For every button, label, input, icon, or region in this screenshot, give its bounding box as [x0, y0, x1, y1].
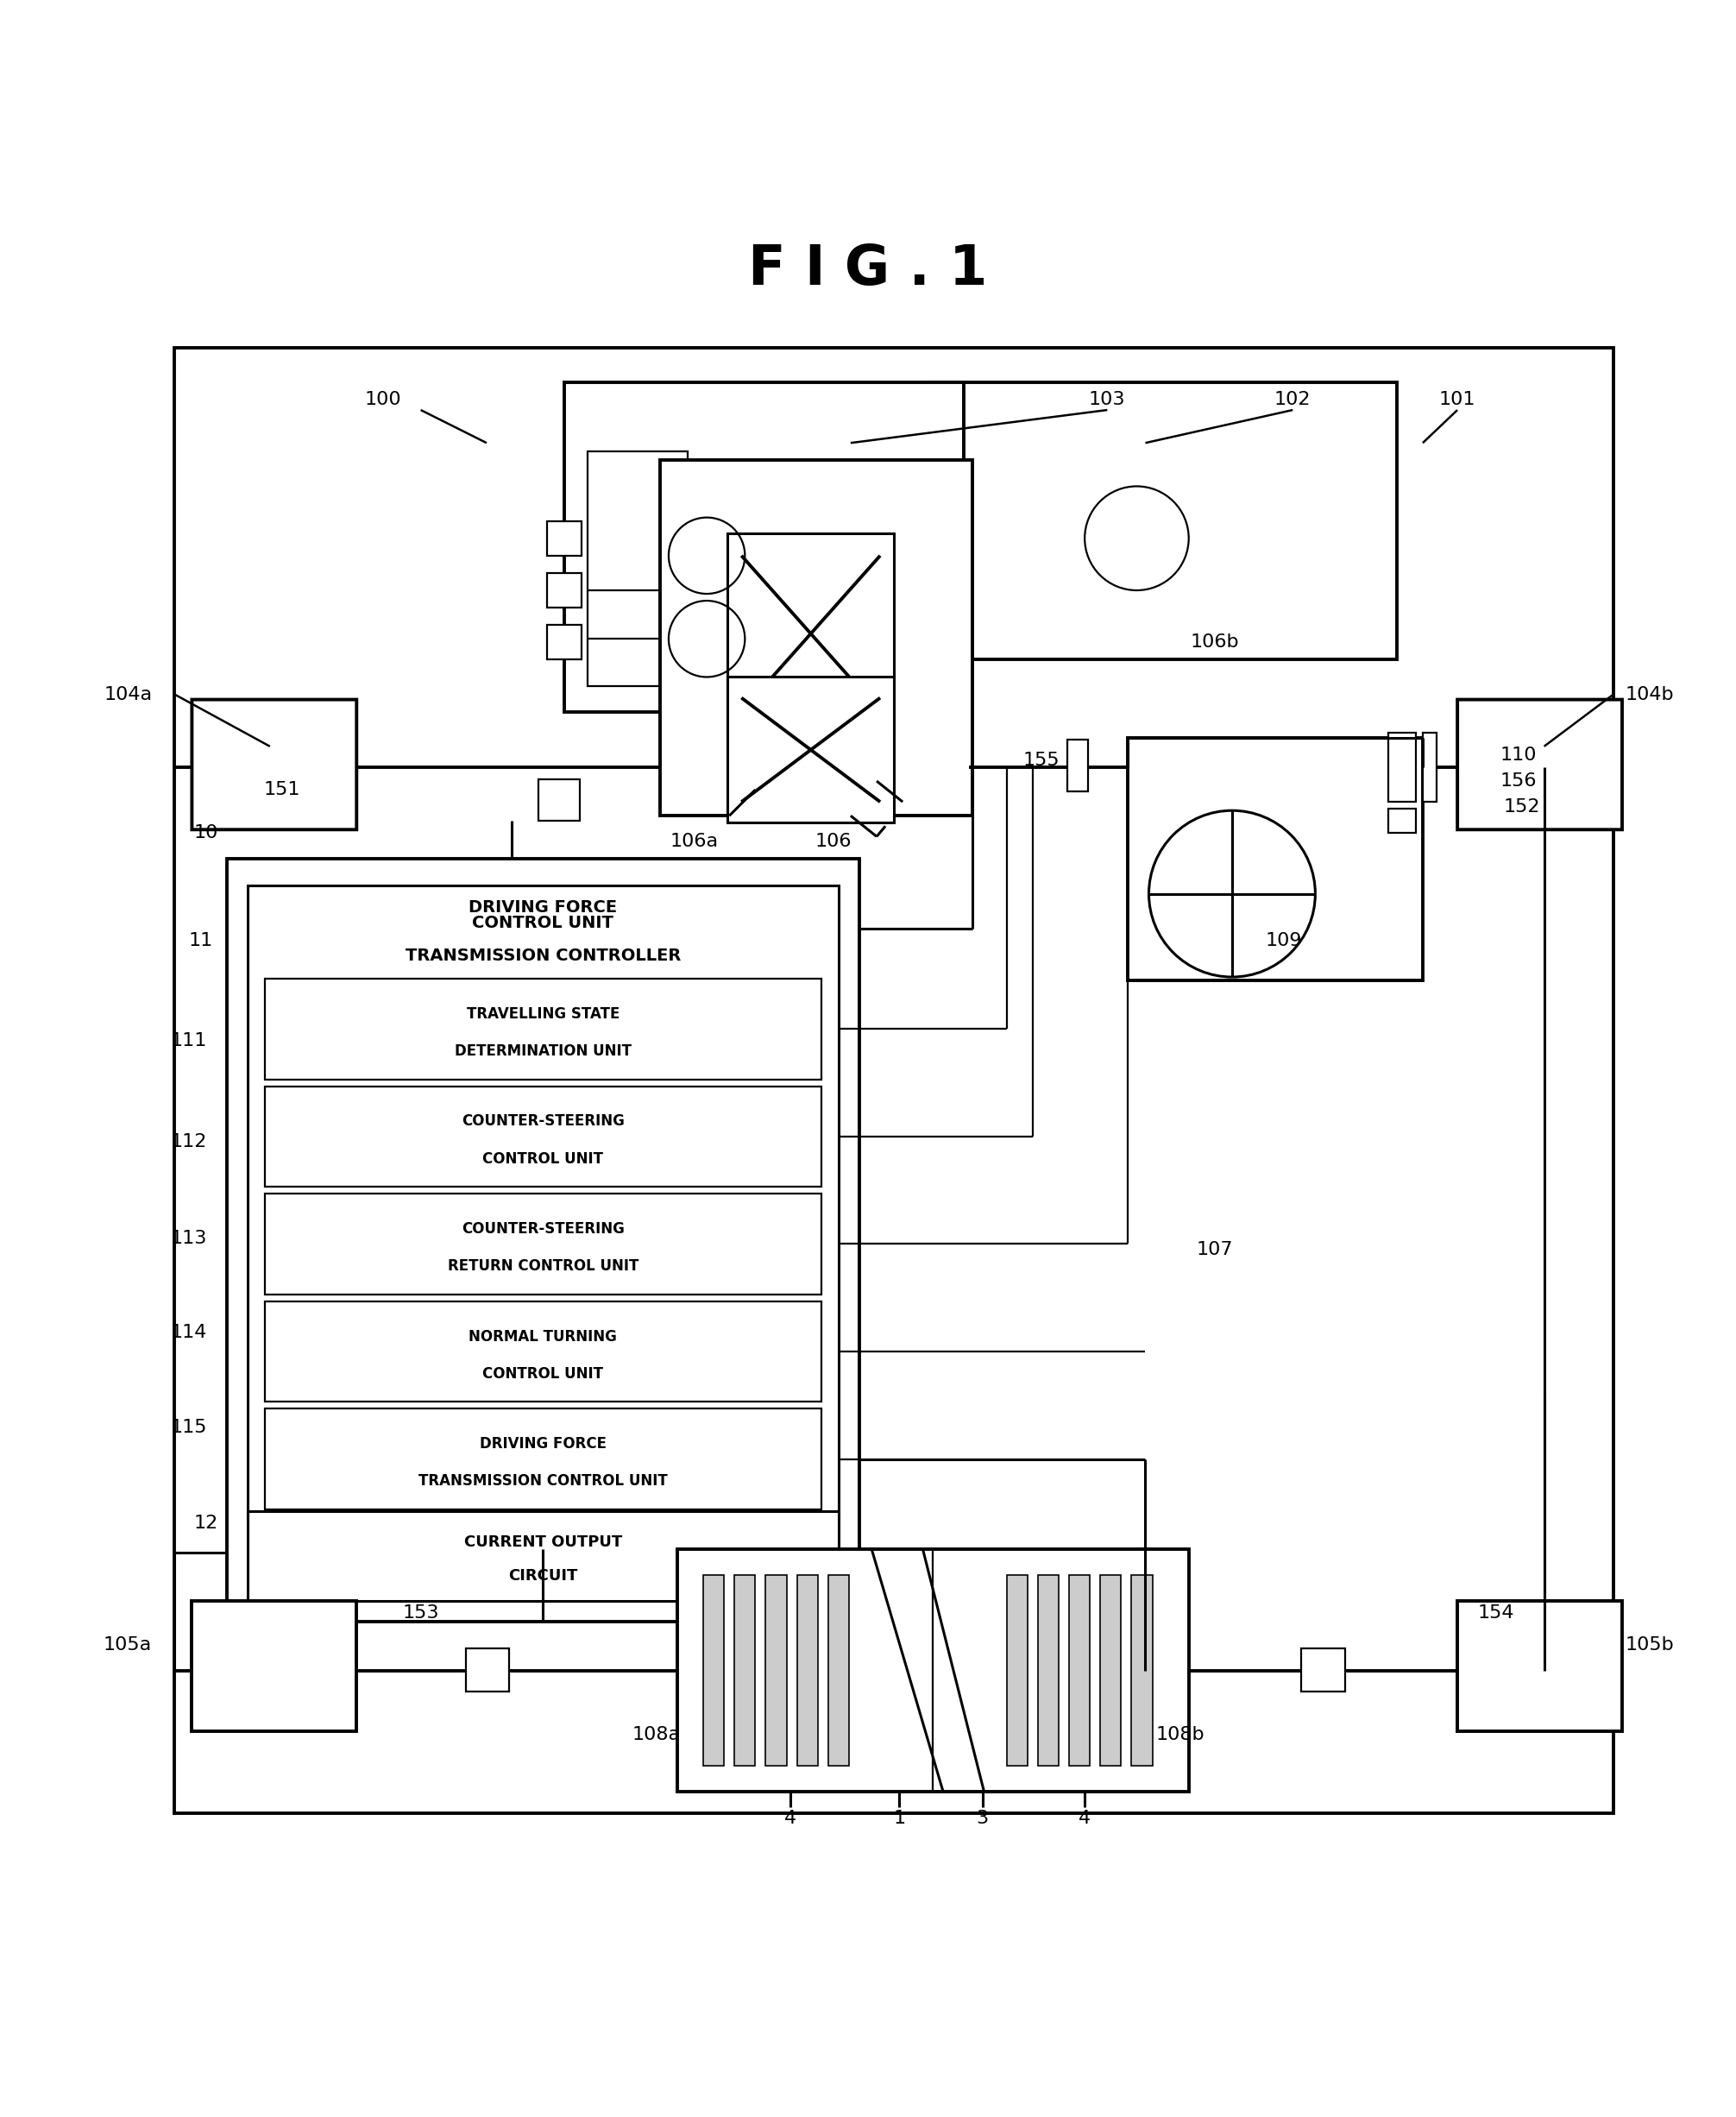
Bar — [677, 1550, 1189, 1791]
Bar — [193, 1600, 356, 1732]
Text: 115: 115 — [170, 1418, 207, 1437]
Text: 108b: 108b — [1156, 1725, 1205, 1744]
Text: 106a: 106a — [670, 834, 719, 851]
Text: 102: 102 — [1274, 392, 1311, 409]
Bar — [929, 383, 1397, 661]
Text: 1: 1 — [892, 1810, 904, 1827]
Bar — [1101, 1575, 1121, 1766]
Text: DRIVING FORCE: DRIVING FORCE — [469, 900, 618, 917]
Bar — [465, 1647, 509, 1691]
Text: 104a: 104a — [104, 686, 153, 703]
Text: COUNTER-STEERING: COUNTER-STEERING — [462, 1222, 625, 1236]
Bar — [264, 1302, 821, 1401]
Bar — [1458, 1600, 1621, 1732]
Text: 12: 12 — [194, 1514, 219, 1533]
Text: 4: 4 — [785, 1810, 797, 1827]
Bar — [538, 779, 580, 821]
Text: DETERMINATION UNIT: DETERMINATION UNIT — [455, 1044, 632, 1058]
Text: 112: 112 — [170, 1133, 207, 1150]
Text: 104b: 104b — [1625, 686, 1675, 703]
Bar — [1302, 1647, 1345, 1691]
Text: DRIVING FORCE: DRIVING FORCE — [479, 1435, 606, 1452]
Text: 156: 156 — [1500, 773, 1536, 790]
Text: 105a: 105a — [104, 1636, 153, 1653]
Text: 110: 110 — [1500, 747, 1536, 764]
Text: 101: 101 — [1439, 392, 1476, 409]
Bar — [227, 860, 859, 1622]
Bar — [1069, 1575, 1090, 1766]
Text: TRAVELLING STATE: TRAVELLING STATE — [467, 1006, 620, 1023]
Text: TRANSMISSION CONTROLLER: TRANSMISSION CONTROLLER — [404, 948, 681, 965]
Bar — [1424, 732, 1437, 802]
Text: 152: 152 — [1503, 798, 1540, 815]
Text: 111: 111 — [170, 1033, 207, 1050]
Text: TRANSMISSION CONTROL UNIT: TRANSMISSION CONTROL UNIT — [418, 1473, 668, 1488]
Bar — [247, 1512, 838, 1600]
Text: 107: 107 — [1196, 1241, 1233, 1257]
Text: 100: 100 — [365, 392, 401, 409]
Bar — [766, 1575, 786, 1766]
Text: CONTROL UNIT: CONTROL UNIT — [483, 1365, 604, 1382]
Bar — [727, 533, 894, 735]
Text: 106: 106 — [814, 834, 852, 851]
Bar — [564, 383, 963, 711]
Text: 155: 155 — [1023, 752, 1059, 768]
Text: 10: 10 — [193, 824, 219, 843]
Text: 151: 151 — [264, 781, 300, 798]
Text: NORMAL TURNING: NORMAL TURNING — [469, 1329, 616, 1344]
Text: 4: 4 — [1078, 1810, 1090, 1827]
Bar — [264, 1194, 821, 1293]
Bar — [828, 1575, 849, 1766]
Text: 106b: 106b — [1191, 633, 1240, 650]
Bar — [547, 625, 582, 661]
Text: F I G . 1: F I G . 1 — [748, 243, 988, 296]
Bar — [703, 1575, 724, 1766]
Bar — [1007, 1575, 1028, 1766]
Bar — [660, 459, 972, 815]
Bar — [264, 1408, 821, 1509]
Text: COUNTER-STEERING: COUNTER-STEERING — [462, 1114, 625, 1128]
Text: 105b: 105b — [1625, 1636, 1675, 1653]
Text: 11: 11 — [189, 931, 214, 948]
Bar — [547, 574, 582, 608]
Text: 114: 114 — [170, 1323, 207, 1340]
Bar — [734, 1575, 755, 1766]
Bar — [1038, 1575, 1059, 1766]
Text: 153: 153 — [403, 1605, 439, 1622]
Bar — [1389, 809, 1417, 834]
Bar — [264, 978, 821, 1080]
Bar — [247, 885, 838, 1518]
Text: RETURN CONTROL UNIT: RETURN CONTROL UNIT — [448, 1257, 639, 1274]
Text: 113: 113 — [170, 1230, 207, 1247]
Text: 3: 3 — [976, 1810, 988, 1827]
FancyBboxPatch shape — [1458, 699, 1621, 830]
Bar — [1389, 732, 1417, 802]
Bar — [1068, 739, 1088, 792]
Text: CONTROL UNIT: CONTROL UNIT — [472, 915, 613, 931]
Text: 108a: 108a — [632, 1725, 681, 1744]
Text: 109: 109 — [1266, 931, 1302, 948]
Bar — [587, 451, 687, 686]
Bar — [1128, 737, 1424, 980]
Bar — [175, 347, 1613, 1812]
Bar — [547, 521, 582, 555]
Text: CURRENT OUTPUT: CURRENT OUTPUT — [464, 1535, 621, 1550]
Text: 103: 103 — [1088, 392, 1125, 409]
Text: 154: 154 — [1477, 1605, 1514, 1622]
Bar — [727, 677, 894, 824]
Bar — [797, 1575, 818, 1766]
Text: CONTROL UNIT: CONTROL UNIT — [483, 1152, 604, 1166]
Bar — [1132, 1575, 1153, 1766]
Bar — [264, 1086, 821, 1188]
Text: CIRCUIT: CIRCUIT — [509, 1569, 578, 1584]
FancyBboxPatch shape — [193, 699, 356, 830]
